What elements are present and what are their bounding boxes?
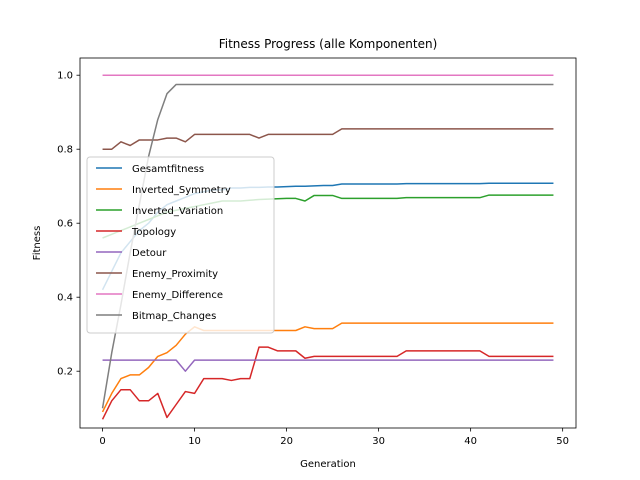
legend-label: Topology [131,227,176,238]
legend: Gesamtfitness Inverted_Symmetry Inverted_V… [86,156,275,334]
y-axis: 0.2 0.4 0.6 0.8 1.0 [57,71,80,378]
x-tick-label: 10 [188,436,201,447]
y-tick-label: 0.4 [57,293,73,304]
plot-frame [79,57,577,429]
x-tick-label: 40 [464,436,477,447]
x-tick-label: 0 [99,436,105,447]
x-axis-label: Generation [300,459,356,470]
y-axis-label: Fitness [32,226,43,261]
series-line-inverted-symmetry [101,322,554,413]
chart-title: Fitness Progress (alle Komponenten) [219,37,438,51]
series-line-detour [102,359,554,372]
legend-label: Bitmap_Changes [132,311,216,322]
y-tick-label: 0.6 [57,219,73,230]
x-tick-label: 50 [556,436,569,447]
legend-label: Enemy_Difference [132,290,223,301]
series-line-enemy-proximity [102,128,554,150]
x-tick-label: 30 [372,436,385,447]
legend-label: Enemy_Proximity [132,269,218,280]
series-line-bitmap-changes [101,83,554,409]
legend-label: Inverted_Variation [132,206,223,217]
y-tick-label: 1.0 [57,71,73,82]
x-tick-label: 20 [280,436,293,447]
legend-label: Gesamtfitness [132,164,204,175]
x-axis: 0 10 20 30 40 50 [99,428,569,447]
legend-box [86,156,275,334]
series-line-topology [101,346,554,420]
legend-label: Inverted_Symmetry [132,185,231,196]
y-tick-label: 0.2 [57,367,73,378]
y-tick-label: 0.8 [57,145,73,156]
legend-label: Detour [132,248,167,259]
